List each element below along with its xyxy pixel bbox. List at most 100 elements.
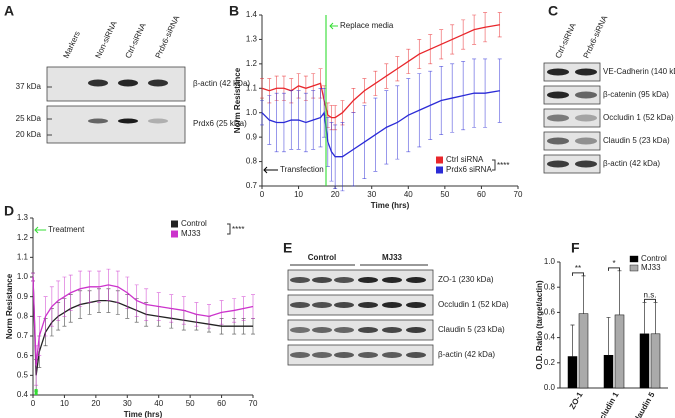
- blot-band: [118, 79, 138, 87]
- x-tick-label: ZO-1: [568, 390, 585, 411]
- annotation: Treatment: [48, 225, 85, 234]
- x-tick-label: 30: [123, 399, 132, 408]
- legend-swatch: [171, 230, 178, 238]
- significance: ****: [497, 161, 509, 170]
- legend-label: Control: [181, 219, 207, 228]
- x-tick-label: 40: [404, 190, 413, 199]
- y-tick-label: 1.0: [17, 272, 29, 281]
- y-tick-label: 0.9: [17, 292, 29, 301]
- legend-label: MJ33: [181, 229, 201, 238]
- y-tick-label: 1.3: [246, 35, 258, 44]
- x-tick-label: 50: [186, 399, 195, 408]
- y-tick-label: 1.0: [544, 257, 556, 266]
- panel-label: C: [548, 3, 558, 19]
- blot-band: [406, 302, 426, 308]
- x-axis-title: Time (hrs): [124, 410, 163, 418]
- x-tick-label: 10: [60, 399, 69, 408]
- row-label: Prdx6 (25 kDa): [193, 119, 247, 128]
- lane-label: Prdx6-siRNA: [582, 13, 610, 59]
- bar: [578, 313, 589, 389]
- significance: ****: [232, 225, 244, 234]
- blot-band: [290, 277, 310, 283]
- blot: [46, 105, 186, 144]
- blot-band: [118, 118, 138, 124]
- annotation-arrow: [34, 226, 47, 234]
- legend-swatch: [171, 220, 178, 228]
- significance-bracket: [227, 223, 231, 235]
- y-tick-label: 0.7: [246, 181, 258, 190]
- blot-band: [382, 327, 402, 333]
- blot-band: [334, 352, 354, 358]
- marker-label: 20 kDa: [16, 130, 42, 139]
- y-tick-label: 1.3: [17, 213, 29, 222]
- blot-band: [334, 277, 354, 283]
- legend-label: Prdx6 siRNA: [446, 165, 492, 174]
- significance-bracket: [608, 267, 620, 271]
- y-axis-title: Norm Resistance: [5, 273, 14, 339]
- error-bar: [642, 301, 647, 334]
- legend-label: Control: [641, 254, 667, 263]
- lane-label: Ctrl-siRNA: [554, 21, 578, 60]
- series-line: [261, 24, 500, 119]
- series-line: [32, 276, 254, 366]
- row-label: ZO-1 (230 kDa): [438, 275, 494, 284]
- error-bar: [570, 324, 575, 357]
- blot-band: [358, 277, 378, 283]
- annotation: Transfection: [280, 165, 324, 174]
- marker-label: 25 kDa: [16, 114, 42, 123]
- significance-bracket: [492, 159, 496, 171]
- blot-band: [290, 352, 310, 358]
- y-tick-label: 1.1: [17, 252, 29, 261]
- x-tick-label: 10: [294, 190, 303, 199]
- y-tick-label: 1.4: [246, 10, 258, 19]
- blot-band: [312, 302, 332, 308]
- row-label: Claudin 5 (23 kDa): [438, 325, 505, 334]
- y-tick-label: 1.1: [246, 83, 258, 92]
- lane-label: Ctrl-siRNA: [124, 21, 148, 60]
- significance-bracket: [644, 298, 656, 303]
- blot-band: [312, 277, 332, 283]
- bar: [614, 314, 625, 389]
- bar: [603, 354, 614, 389]
- bar: [650, 333, 661, 389]
- blot-band: [575, 114, 597, 122]
- x-tick-label: 20: [91, 399, 100, 408]
- y-tick-label: 0.5: [17, 370, 29, 379]
- error-bar: [653, 301, 658, 334]
- y-tick-label: 1.2: [246, 59, 258, 68]
- y-tick-label: 0.8: [17, 311, 29, 320]
- blot: [543, 154, 601, 174]
- blot-band: [575, 68, 597, 76]
- y-tick-label: 0.9: [246, 132, 258, 141]
- x-tick-label: 40: [154, 399, 163, 408]
- lane-label: Markers: [62, 30, 82, 60]
- y-tick-label: 0.8: [246, 157, 258, 166]
- blot-band: [312, 352, 332, 358]
- blot-band: [312, 327, 332, 333]
- axis: [32, 218, 253, 396]
- blot-band: [148, 79, 168, 87]
- x-tick-label: 70: [249, 399, 258, 408]
- y-tick-label: 0.2: [544, 358, 556, 367]
- blot-band: [290, 302, 310, 308]
- y-tick-label: 1.0: [246, 108, 258, 117]
- x-tick-label: 50: [440, 190, 449, 199]
- annotation-arrow: [263, 166, 278, 174]
- legend-swatch: [436, 156, 443, 164]
- blot-band: [547, 114, 569, 122]
- blot: [543, 131, 601, 151]
- significance: **: [575, 264, 581, 273]
- annotation: Replace media: [340, 21, 394, 30]
- blot-band: [406, 327, 426, 333]
- y-tick-label: 0.4: [544, 333, 556, 342]
- panel-label: F: [571, 240, 580, 256]
- group-label: Control: [308, 253, 336, 262]
- x-tick-label: 0: [260, 190, 265, 199]
- blot-band: [334, 327, 354, 333]
- blot-band: [358, 302, 378, 308]
- lane-label: Non-siRNA: [94, 19, 119, 60]
- row-label: β-catenin (95 kDa): [603, 90, 669, 99]
- x-tick-label: 20: [331, 190, 340, 199]
- annotation-arrow: [329, 22, 338, 30]
- legend-swatch: [436, 166, 443, 174]
